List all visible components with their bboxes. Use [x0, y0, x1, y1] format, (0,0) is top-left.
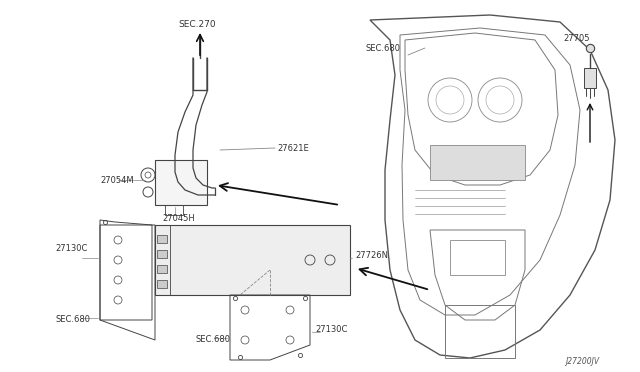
- Text: SEC.680: SEC.680: [55, 315, 90, 324]
- Text: 27045H: 27045H: [162, 214, 195, 222]
- Bar: [157, 265, 167, 273]
- Text: 27130C: 27130C: [55, 244, 88, 253]
- Text: SEC.270: SEC.270: [178, 19, 216, 29]
- Text: 27705: 27705: [563, 33, 589, 42]
- Bar: [157, 280, 167, 288]
- Bar: [155, 225, 350, 295]
- Text: 27726N: 27726N: [355, 250, 388, 260]
- Text: 27054M: 27054M: [100, 176, 134, 185]
- Text: 27130C: 27130C: [315, 326, 348, 334]
- Bar: [155, 160, 207, 205]
- Bar: [584, 68, 596, 88]
- Text: 27621E: 27621E: [277, 144, 308, 153]
- Bar: [165, 205, 183, 215]
- Bar: [450, 240, 505, 275]
- Bar: [430, 145, 525, 180]
- Text: SEC.680: SEC.680: [365, 44, 400, 52]
- Text: J27200JV: J27200JV: [565, 357, 599, 366]
- Bar: [157, 235, 167, 243]
- Text: SEC.680: SEC.680: [195, 336, 230, 344]
- Bar: [157, 250, 167, 258]
